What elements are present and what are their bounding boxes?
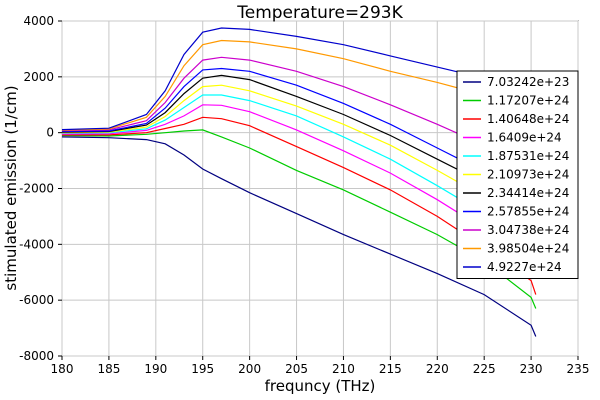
legend-label-0: 7.03242e+23 <box>487 75 569 89</box>
legend-label-10: 4.9227e+24 <box>487 260 562 274</box>
series-line-0 <box>61 136 537 337</box>
x-tick-label: 230 <box>520 362 543 376</box>
x-tick-label: 200 <box>238 362 261 376</box>
y-tick-label: -2000 <box>19 182 54 196</box>
y-tick-label: -4000 <box>19 237 54 251</box>
legend: 7.03242e+23 1.17207e+24 1.40648e+24 1.6409e… <box>456 70 579 279</box>
x-tick-label: 195 <box>191 362 214 376</box>
y-tick-label: -8000 <box>19 349 54 363</box>
x-axis-label: frequncy (THz) <box>265 377 376 395</box>
legend-label-7: 2.57855e+24 <box>487 205 569 219</box>
y-tick-label: 0 <box>46 126 54 140</box>
legend-label-6: 2.34414e+24 <box>487 186 569 200</box>
legend-label-9: 3.98504e+24 <box>487 242 569 256</box>
legend-label-3: 1.6409e+24 <box>487 131 562 145</box>
x-tick-label: 225 <box>473 362 496 376</box>
y-axis-label: stimulated emission (1/cm) <box>2 85 20 290</box>
x-tick-label: 185 <box>97 362 120 376</box>
chart-title: Temperature=293K <box>236 3 403 23</box>
x-tick-label: 205 <box>285 362 308 376</box>
legend-label-8: 3.04738e+24 <box>487 223 569 237</box>
y-tick-label: -6000 <box>19 293 54 307</box>
x-tick-label: 190 <box>144 362 167 376</box>
y-tick-label: 4000 <box>23 14 54 28</box>
x-tick-label: 180 <box>51 362 74 376</box>
y-tick-label: 2000 <box>23 70 54 84</box>
x-tick-label: 215 <box>379 362 402 376</box>
axes: 180 185 190 195 200 205 210 215 220 225 230 235 -800… <box>19 14 589 376</box>
legend-label-5: 2.10973e+24 <box>487 168 569 182</box>
legend-label-1: 1.17207e+24 <box>487 94 569 108</box>
x-tick-label: 220 <box>426 362 449 376</box>
legend-label-2: 1.40648e+24 <box>487 112 569 126</box>
x-tick-label: 210 <box>332 362 355 376</box>
legend-label-4: 1.87531e+24 <box>487 149 569 163</box>
x-tick-label: 235 <box>567 362 590 376</box>
